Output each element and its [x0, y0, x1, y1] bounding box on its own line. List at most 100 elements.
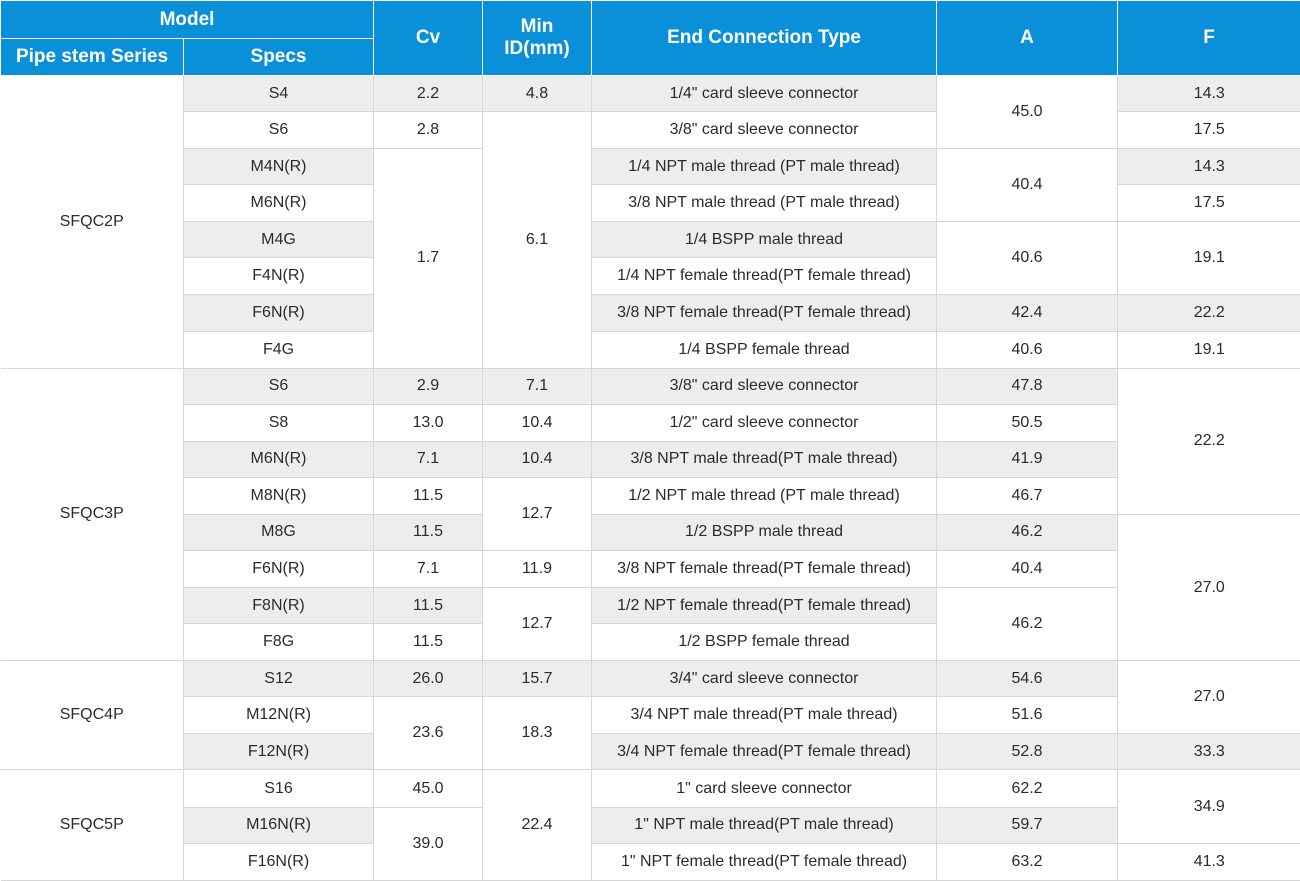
spec-cell: M12N(R)	[182, 696, 375, 735]
cv-cell: 45.0	[373, 769, 484, 808]
f-cell: 27.0	[1117, 513, 1300, 662]
header-specs: Specs	[182, 38, 375, 76]
a-cell: 50.5	[936, 403, 1119, 442]
series-cell: SFQC5P	[0, 769, 184, 881]
min-id-cell: 22.4	[482, 769, 593, 881]
cv-cell: 13.0	[373, 403, 484, 442]
end-type-cell: 3/8 NPT female thread(PT female thread)	[591, 294, 938, 332]
end-type-cell: 3/8 NPT male thread (PT male thread)	[591, 184, 938, 223]
cv-cell: 7.1	[373, 550, 484, 589]
min-id-cell: 18.3	[482, 696, 593, 771]
a-cell: 46.2	[936, 513, 1119, 552]
end-type-cell: 3/4" card sleeve connector	[591, 660, 938, 698]
series-cell: SFQC2P	[0, 75, 184, 369]
cv-cell: 11.5	[373, 623, 484, 662]
a-cell: 59.7	[936, 806, 1119, 844]
table-row: M16N(R) 39.0 1" NPT male thread(PT male …	[1, 806, 1300, 881]
min-id-cell: 11.9	[482, 550, 593, 589]
table-row: F6N(R) 7.1 11.9 3/8 NPT female thread(PT…	[1, 550, 1300, 589]
a-cell: 40.6	[936, 221, 1119, 296]
spec-cell: M4N(R)	[182, 148, 375, 186]
end-type-cell: 3/4 NPT male thread(PT male thread)	[591, 696, 938, 735]
min-id-cell: 15.7	[482, 660, 593, 698]
spec-cell: S6	[182, 111, 375, 150]
spec-cell: F4N(R)	[182, 257, 375, 296]
spec-cell: F8G	[182, 623, 375, 662]
cv-cell: 11.5	[373, 513, 484, 552]
table-row: M4N(R) 1.7 1/4 NPT male thread (PT male …	[1, 148, 1300, 369]
table-row: M12N(R) 23.6 18.3 3/4 NPT male thread(PT…	[1, 696, 1300, 771]
f-cell: 41.3	[1117, 842, 1300, 881]
min-id-cell: 10.4	[482, 403, 593, 442]
table-row: M4G 1/4 BSPP male thread 40.6 19.1	[1, 221, 1300, 296]
end-type-cell: 1" card sleeve connector	[591, 769, 938, 808]
header-f: F	[1117, 0, 1300, 76]
table-row: F6N(R) 3/8 NPT female thread(PT female t…	[1, 294, 1300, 332]
end-type-cell: 1/2 NPT male thread (PT male thread)	[591, 476, 938, 515]
cv-cell: 11.5	[373, 587, 484, 625]
a-cell: 40.6	[936, 330, 1119, 369]
end-type-cell: 1" NPT female thread(PT female thread)	[591, 842, 938, 881]
f-cell: 19.1	[1117, 330, 1300, 369]
cv-cell: 7.1	[373, 440, 484, 478]
table-row: F8N(R) 11.5 12.7 1/2 NPT female thread(P…	[1, 587, 1300, 662]
table-row: F12N(R) 3/4 NPT female thread(PT female …	[1, 733, 1300, 771]
spec-cell: M4G	[182, 221, 375, 259]
f-cell: 14.3	[1117, 74, 1300, 113]
header-model: Model	[0, 0, 375, 39]
table-row: M8N(R) 11.5 12.7 1/2 NPT male thread (PT…	[1, 476, 1300, 552]
table-row: SFQC5P S16 45.0 22.4 1" card sleeve conn…	[0, 769, 1300, 881]
a-cell: 40.4	[936, 148, 1119, 223]
a-cell: 40.4	[936, 550, 1119, 589]
end-type-cell: 3/8" card sleeve connector	[591, 111, 938, 150]
spec-cell: M8N(R)	[182, 476, 375, 515]
a-cell: 52.8	[936, 733, 1119, 771]
table-row: SFQC4P S12 26.0 15.7 3/4" card sleeve co…	[0, 660, 1300, 771]
series-cell: SFQC4P	[0, 660, 184, 771]
spec-cell: F12N(R)	[182, 733, 375, 771]
a-cell: 46.2	[936, 587, 1119, 662]
cv-cell: 2.9	[373, 367, 484, 405]
series-cell: SFQC3P	[0, 367, 184, 662]
end-type-cell: 1/2" card sleeve connector	[591, 403, 938, 442]
cv-cell: 11.5	[373, 476, 484, 515]
table-header: Model Cv Min ID(mm) End Connection Type …	[0, 0, 1300, 76]
table-row: F16N(R) 1" NPT female thread(PT female t…	[1, 842, 1300, 881]
table-row: F4G 1/4 BSPP female thread 40.6 19.1	[1, 330, 1300, 369]
end-type-cell: 1/2 BSPP male thread	[591, 513, 938, 552]
end-type-cell: 3/8 NPT male thread(PT male thread)	[591, 440, 938, 478]
a-cell: 54.6	[936, 660, 1119, 698]
cv-cell: 1.7	[373, 148, 484, 369]
end-type-cell: 1/2 BSPP female thread	[591, 623, 938, 662]
spec-cell: M6N(R)	[182, 440, 375, 478]
min-id-cell: 4.8	[482, 74, 593, 113]
a-cell: 63.2	[936, 842, 1119, 881]
end-type-cell: 1/4 NPT female thread(PT female thread)	[591, 257, 938, 296]
f-cell: 22.2	[1117, 294, 1300, 332]
spec-cell: M8G	[182, 513, 375, 552]
header-cv: Cv	[373, 0, 484, 76]
a-cell: 62.2	[936, 769, 1119, 808]
a-cell: 51.6	[936, 696, 1119, 735]
min-id-cell: 10.4	[482, 440, 593, 478]
header-pipe-stem-series: Pipe stem Series	[0, 38, 184, 76]
end-type-cell: 3/4 NPT female thread(PT female thread)	[591, 733, 938, 771]
cv-cell: 23.6	[373, 696, 484, 771]
end-type-cell: 1/4 BSPP female thread	[591, 330, 938, 369]
end-type-cell: 1/4" card sleeve connector	[591, 74, 938, 113]
end-type-cell: 1/2 NPT female thread(PT female thread)	[591, 587, 938, 625]
spec-cell: F16N(R)	[182, 842, 375, 881]
cv-cell: 39.0	[373, 806, 484, 881]
table-row: M8G 11.5 1/2 BSPP male thread 46.2 27.0	[1, 513, 1300, 662]
spec-cell: F4G	[182, 330, 375, 369]
header-min-id: Min ID(mm)	[482, 0, 593, 76]
spec-cell: S16	[182, 769, 375, 808]
a-cell: 41.9	[936, 440, 1119, 478]
spec-cell: M6N(R)	[182, 184, 375, 223]
f-cell: 33.3	[1117, 733, 1300, 771]
cv-cell: 26.0	[373, 660, 484, 698]
a-cell: 46.7	[936, 476, 1119, 515]
a-cell: 47.8	[936, 367, 1119, 405]
header-a: A	[936, 0, 1119, 76]
table-row: F4N(R) 1/4 NPT female thread(PT female t…	[1, 257, 1300, 296]
